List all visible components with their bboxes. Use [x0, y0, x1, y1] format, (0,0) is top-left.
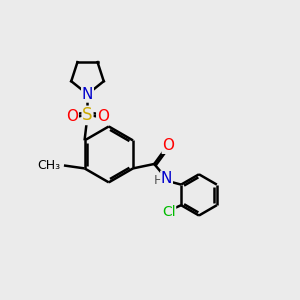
Text: O: O — [162, 138, 174, 153]
Text: O: O — [66, 110, 78, 124]
Text: H: H — [154, 174, 163, 187]
Text: N: N — [82, 87, 93, 102]
Text: N: N — [161, 171, 172, 186]
Text: N: N — [82, 87, 93, 102]
Text: Cl: Cl — [162, 205, 175, 219]
Text: S: S — [82, 106, 93, 124]
Text: O: O — [97, 110, 109, 124]
Text: CH₃: CH₃ — [37, 159, 60, 172]
